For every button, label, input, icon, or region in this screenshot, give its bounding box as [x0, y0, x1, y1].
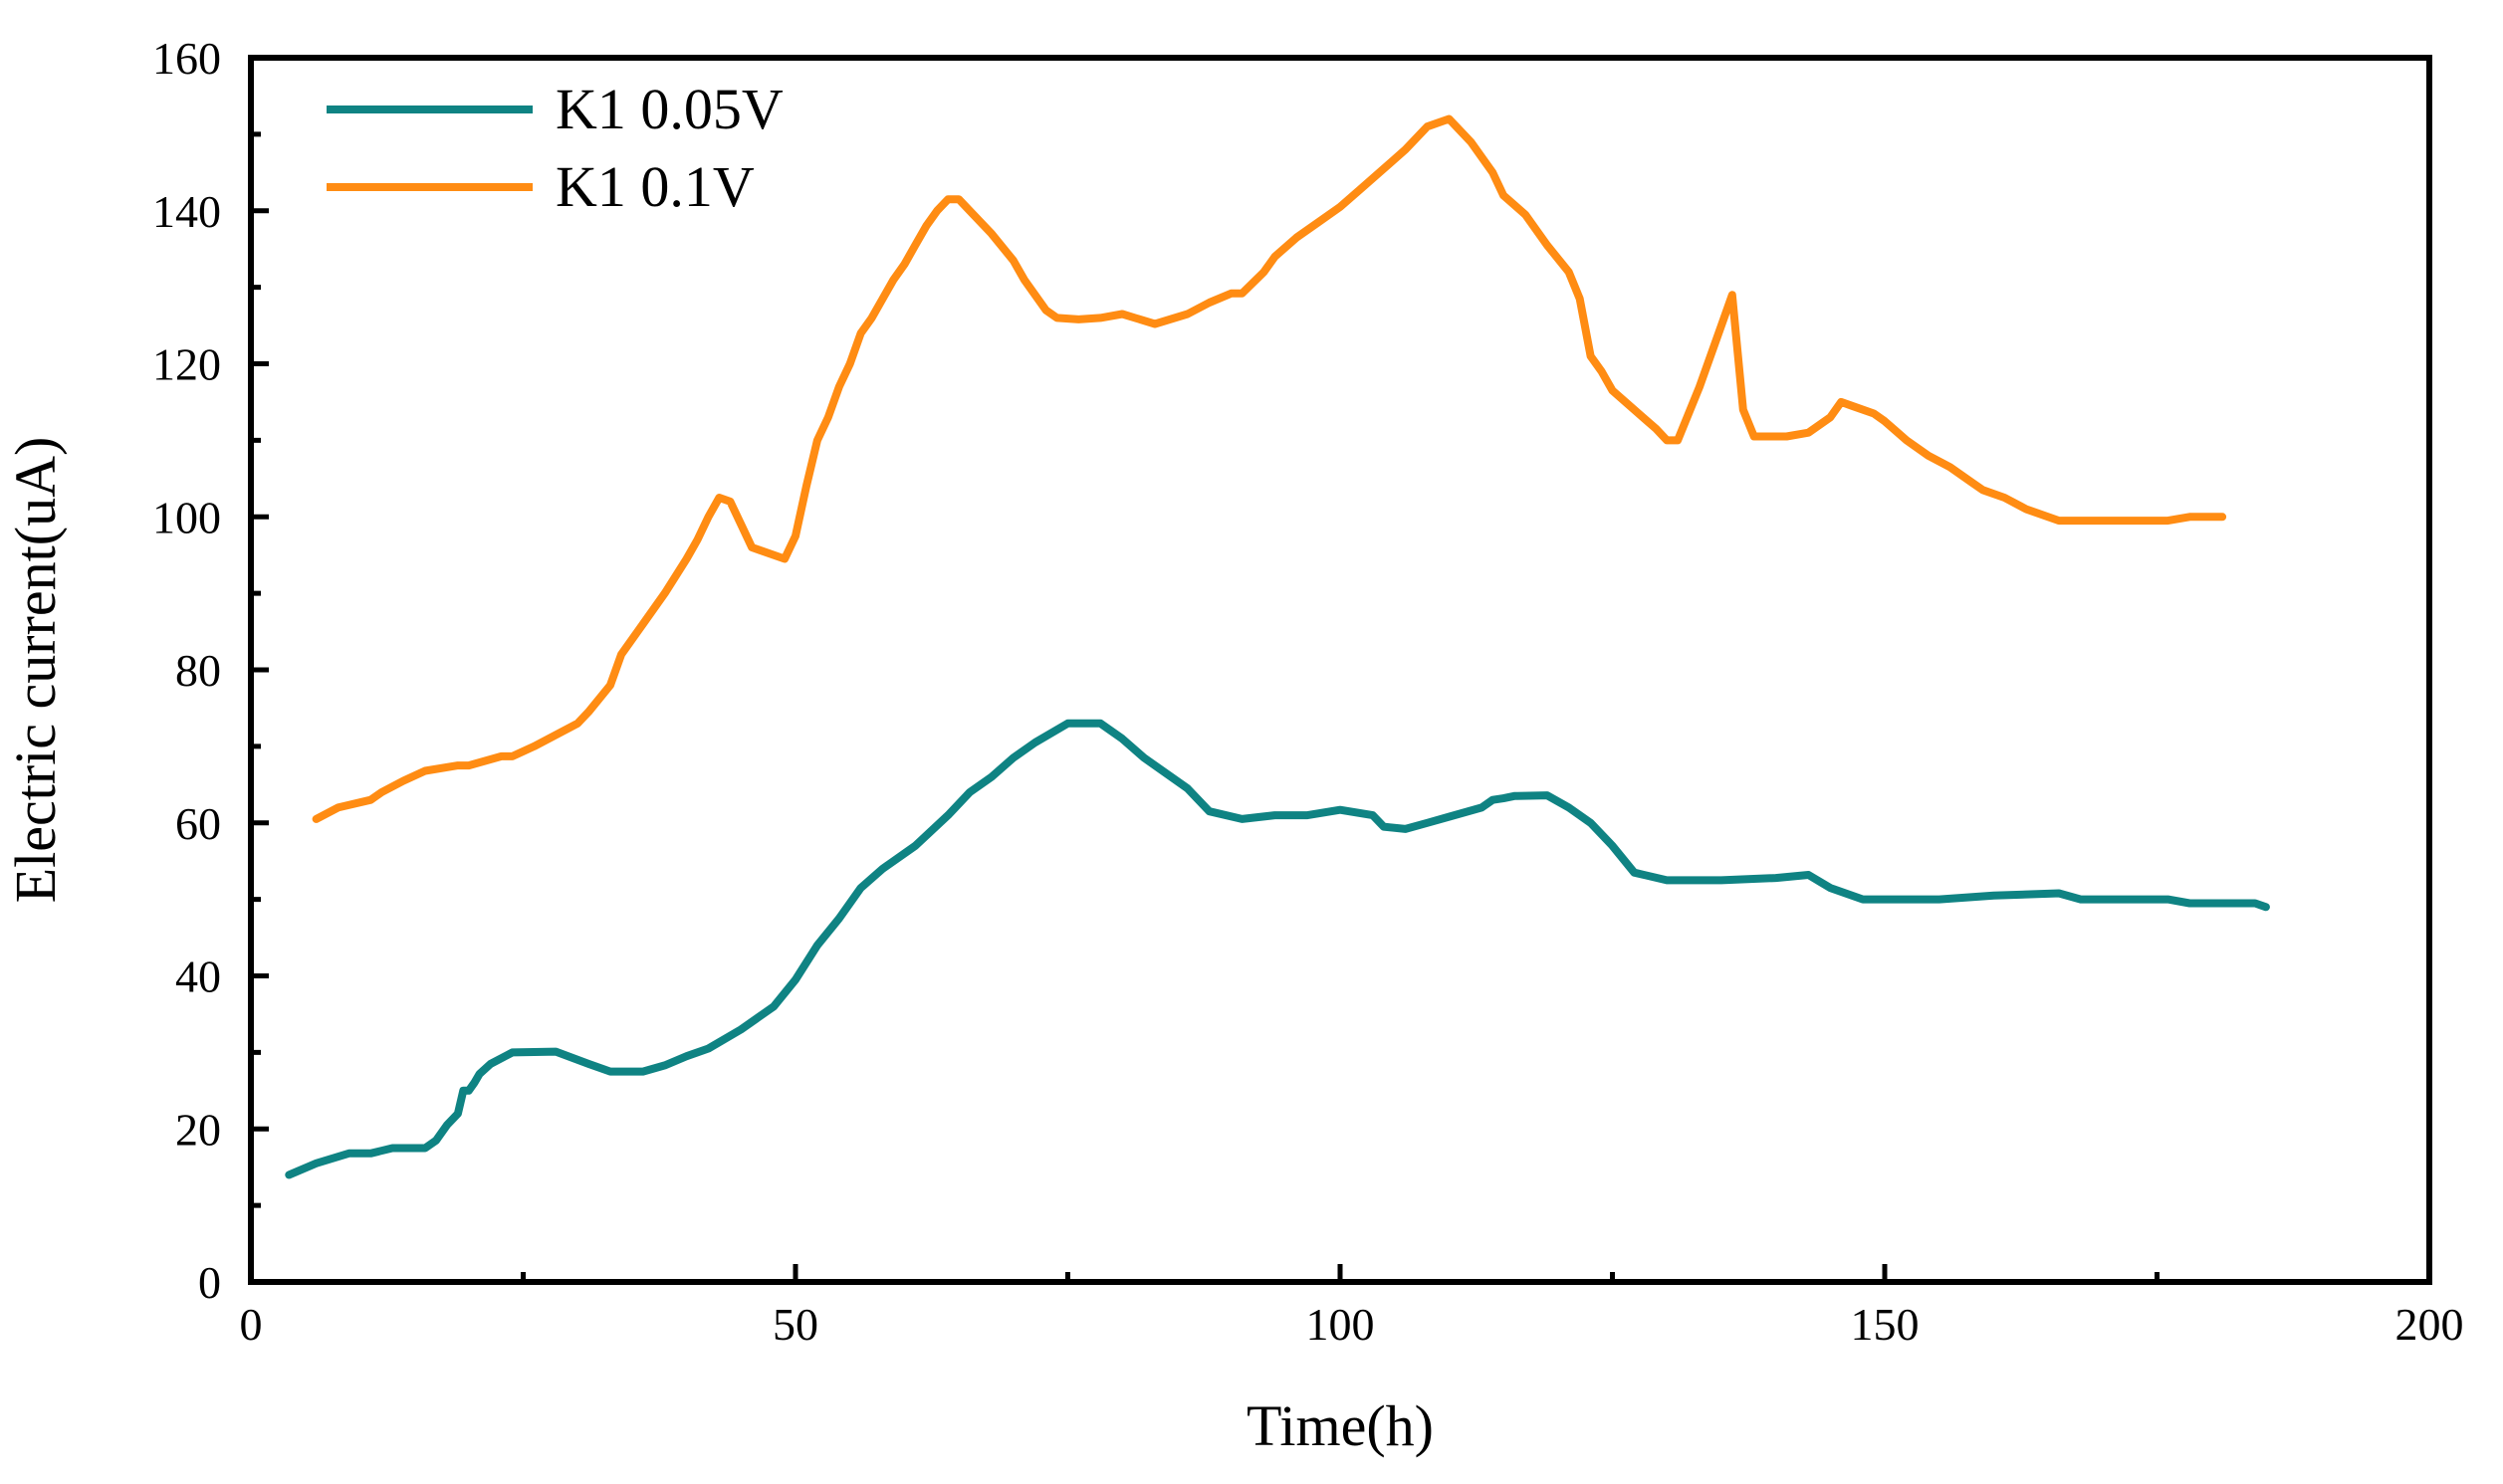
- y-tick-label: 100: [152, 492, 221, 542]
- y-tick-label: 60: [175, 798, 221, 849]
- y-tick-label: 160: [152, 33, 221, 84]
- plot-frame: [248, 55, 2432, 1285]
- y-axis-title: Electric current(uA): [3, 437, 68, 904]
- y-tick-label: 80: [175, 645, 221, 696]
- y-tick-label: 0: [198, 1257, 221, 1308]
- ticks-layer: [248, 55, 2432, 1285]
- labels-layer: 0 50 100 150 200 0 20 40 60 80 100 120 140 160: [152, 33, 2464, 1350]
- legend-label-k1-005v: K1 0.05V: [556, 77, 784, 141]
- x-tick-label: 100: [1306, 1299, 1375, 1350]
- x-axis-title: Time(h): [1247, 1393, 1434, 1458]
- x-tick-label: 50: [773, 1299, 818, 1350]
- y-tick-label: 20: [175, 1104, 221, 1155]
- series-layer: [285, 114, 2270, 1179]
- series-line-k1-005v: [285, 719, 2270, 1179]
- legend-label-k1-01v: K1 0.1V: [556, 154, 755, 219]
- y-tick-label: 140: [152, 186, 221, 237]
- x-tick-label: 200: [2395, 1299, 2464, 1350]
- y-tick-label: 120: [152, 339, 221, 390]
- series-line-k1-01v: [312, 114, 2227, 823]
- legend: K1 0.05V K1 0.1V: [327, 77, 784, 219]
- y-tick-label: 40: [175, 952, 221, 1002]
- x-tick-label: 150: [1851, 1299, 1920, 1350]
- x-tick-label: 0: [240, 1299, 263, 1350]
